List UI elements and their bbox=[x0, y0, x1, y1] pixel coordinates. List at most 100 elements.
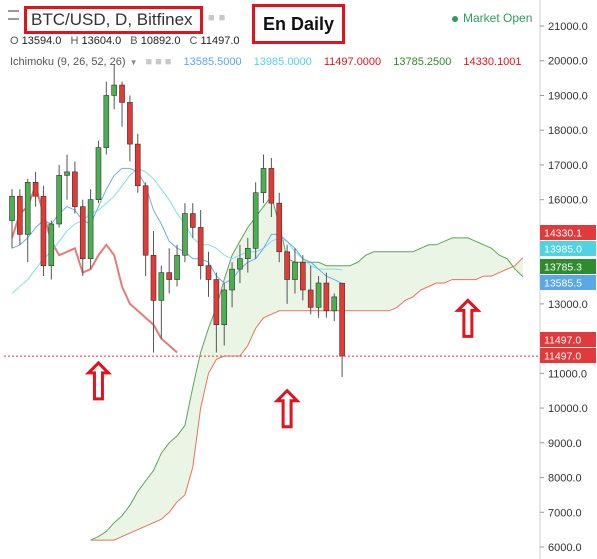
candle bbox=[292, 248, 298, 294]
candle bbox=[142, 182, 149, 277]
candle-body bbox=[134, 143, 141, 187]
symbol-title-box[interactable]: BTC/USD, D, Bitfinex bbox=[24, 6, 203, 34]
price-tag: 14330.1 bbox=[540, 225, 596, 240]
y-tick-label: 16000.0 bbox=[548, 195, 588, 207]
senkou-span-b-line bbox=[90, 257, 524, 541]
up-arrow-icon bbox=[454, 298, 482, 338]
candle bbox=[245, 237, 251, 273]
candle bbox=[229, 262, 235, 308]
candle-body bbox=[245, 247, 251, 260]
candle bbox=[205, 251, 212, 297]
candle bbox=[213, 272, 220, 353]
candle-body bbox=[323, 282, 330, 312]
price-tag-label: 11497.0 bbox=[544, 351, 581, 363]
candle bbox=[189, 203, 196, 238]
candle bbox=[221, 283, 228, 346]
candle bbox=[284, 244, 290, 304]
up-arrow-icon bbox=[273, 388, 301, 429]
candle-body bbox=[9, 195, 15, 221]
y-tick-label: 20000.0 bbox=[548, 56, 588, 68]
candle-body bbox=[182, 213, 188, 256]
price-tag-label: 13785.3 bbox=[544, 262, 582, 274]
candle bbox=[268, 157, 275, 218]
candle-body bbox=[103, 95, 110, 148]
ohlc-readout: O 13594.0 H 13604.0 B 10892.0 C 11497.0 bbox=[10, 35, 246, 47]
candle-body bbox=[260, 168, 267, 194]
annotation-arrows bbox=[84, 298, 482, 429]
candle-body bbox=[197, 227, 204, 266]
candle-body bbox=[331, 296, 338, 312]
candle bbox=[103, 81, 110, 155]
candle-body bbox=[213, 279, 220, 326]
candle-body bbox=[142, 185, 149, 256]
price-tag-bg bbox=[540, 275, 596, 290]
price-tag-label: 13585.5 bbox=[544, 278, 582, 290]
candle-body bbox=[150, 254, 157, 301]
price-tag-label: 13985.0 bbox=[544, 244, 582, 256]
open-value: 13594.0 bbox=[21, 35, 62, 47]
annotation-note: En Daily bbox=[262, 14, 335, 34]
candle-body bbox=[307, 289, 314, 308]
candle bbox=[260, 154, 267, 204]
candle bbox=[111, 64, 117, 110]
up-arrow-icon bbox=[84, 360, 113, 401]
market-status: Market Open bbox=[452, 11, 532, 25]
candle-body bbox=[166, 272, 172, 280]
candle-body bbox=[237, 258, 243, 270]
chikou-span-path bbox=[11, 182, 178, 354]
candle-body bbox=[17, 195, 23, 235]
candle bbox=[72, 161, 78, 214]
candle-body bbox=[158, 272, 165, 301]
candle-body bbox=[127, 102, 133, 145]
status-dot-icon bbox=[452, 15, 458, 22]
candle bbox=[252, 182, 259, 259]
indicator-value-4: 13785.2500 bbox=[393, 56, 452, 68]
candle bbox=[150, 230, 157, 353]
settings-icons[interactable]: ■■ bbox=[208, 12, 230, 24]
y-tick-label: 18000.0 bbox=[548, 125, 588, 137]
candle bbox=[307, 265, 314, 315]
price-tag-label: 11497.0 bbox=[544, 335, 581, 347]
candle bbox=[127, 95, 133, 162]
candlestick-series bbox=[9, 64, 345, 378]
chevron-down-icon[interactable]: ▼ bbox=[129, 58, 138, 67]
y-tick-label: 8000.0 bbox=[548, 473, 582, 485]
y-tick-label: 19000.0 bbox=[548, 90, 588, 102]
indicator-value-1: 13585.5000 bbox=[183, 56, 242, 68]
candle-body bbox=[24, 182, 31, 235]
candle-body bbox=[79, 206, 86, 260]
price-tag: 13585.5 bbox=[540, 275, 596, 290]
indicator-settings-icons[interactable]: ■■■ bbox=[145, 56, 175, 68]
menu-icon[interactable] bbox=[8, 10, 19, 20]
candle-body bbox=[119, 84, 125, 103]
candle bbox=[134, 133, 141, 193]
candle bbox=[300, 255, 306, 301]
candle bbox=[48, 220, 55, 280]
candle-body bbox=[339, 282, 345, 357]
candle bbox=[166, 248, 172, 294]
high-value: 13604.0 bbox=[81, 35, 122, 47]
indicator-legend[interactable]: Ichimoku (9, 26, 52, 26) ▼ ■■■ 13585.5000 … bbox=[10, 56, 531, 68]
candle bbox=[276, 192, 283, 263]
cloud-fill bbox=[90, 196, 523, 541]
candle bbox=[40, 185, 47, 277]
y-tick-label: 13000.0 bbox=[548, 299, 588, 311]
price-tag-bg bbox=[540, 225, 596, 240]
candle-body bbox=[189, 213, 196, 228]
close-label: C bbox=[189, 35, 198, 47]
y-tick-label: 9000.0 bbox=[548, 438, 582, 450]
indicator-name[interactable]: Ichimoku (9, 26, 52, 26) bbox=[10, 56, 126, 68]
candle bbox=[339, 282, 345, 378]
candle-body bbox=[292, 261, 298, 280]
candle bbox=[331, 293, 338, 322]
price-tag-bg bbox=[540, 241, 596, 256]
y-tick-label: 7000.0 bbox=[548, 507, 582, 519]
candle bbox=[64, 154, 70, 200]
indicator-value-2: 13985.0000 bbox=[253, 56, 312, 68]
candle-body bbox=[40, 195, 47, 266]
price-tag-bg bbox=[540, 259, 596, 274]
candle-body bbox=[229, 268, 235, 291]
symbol-title: BTC/USD, D, Bitfinex bbox=[31, 10, 193, 29]
price-tag-bg bbox=[540, 332, 596, 347]
